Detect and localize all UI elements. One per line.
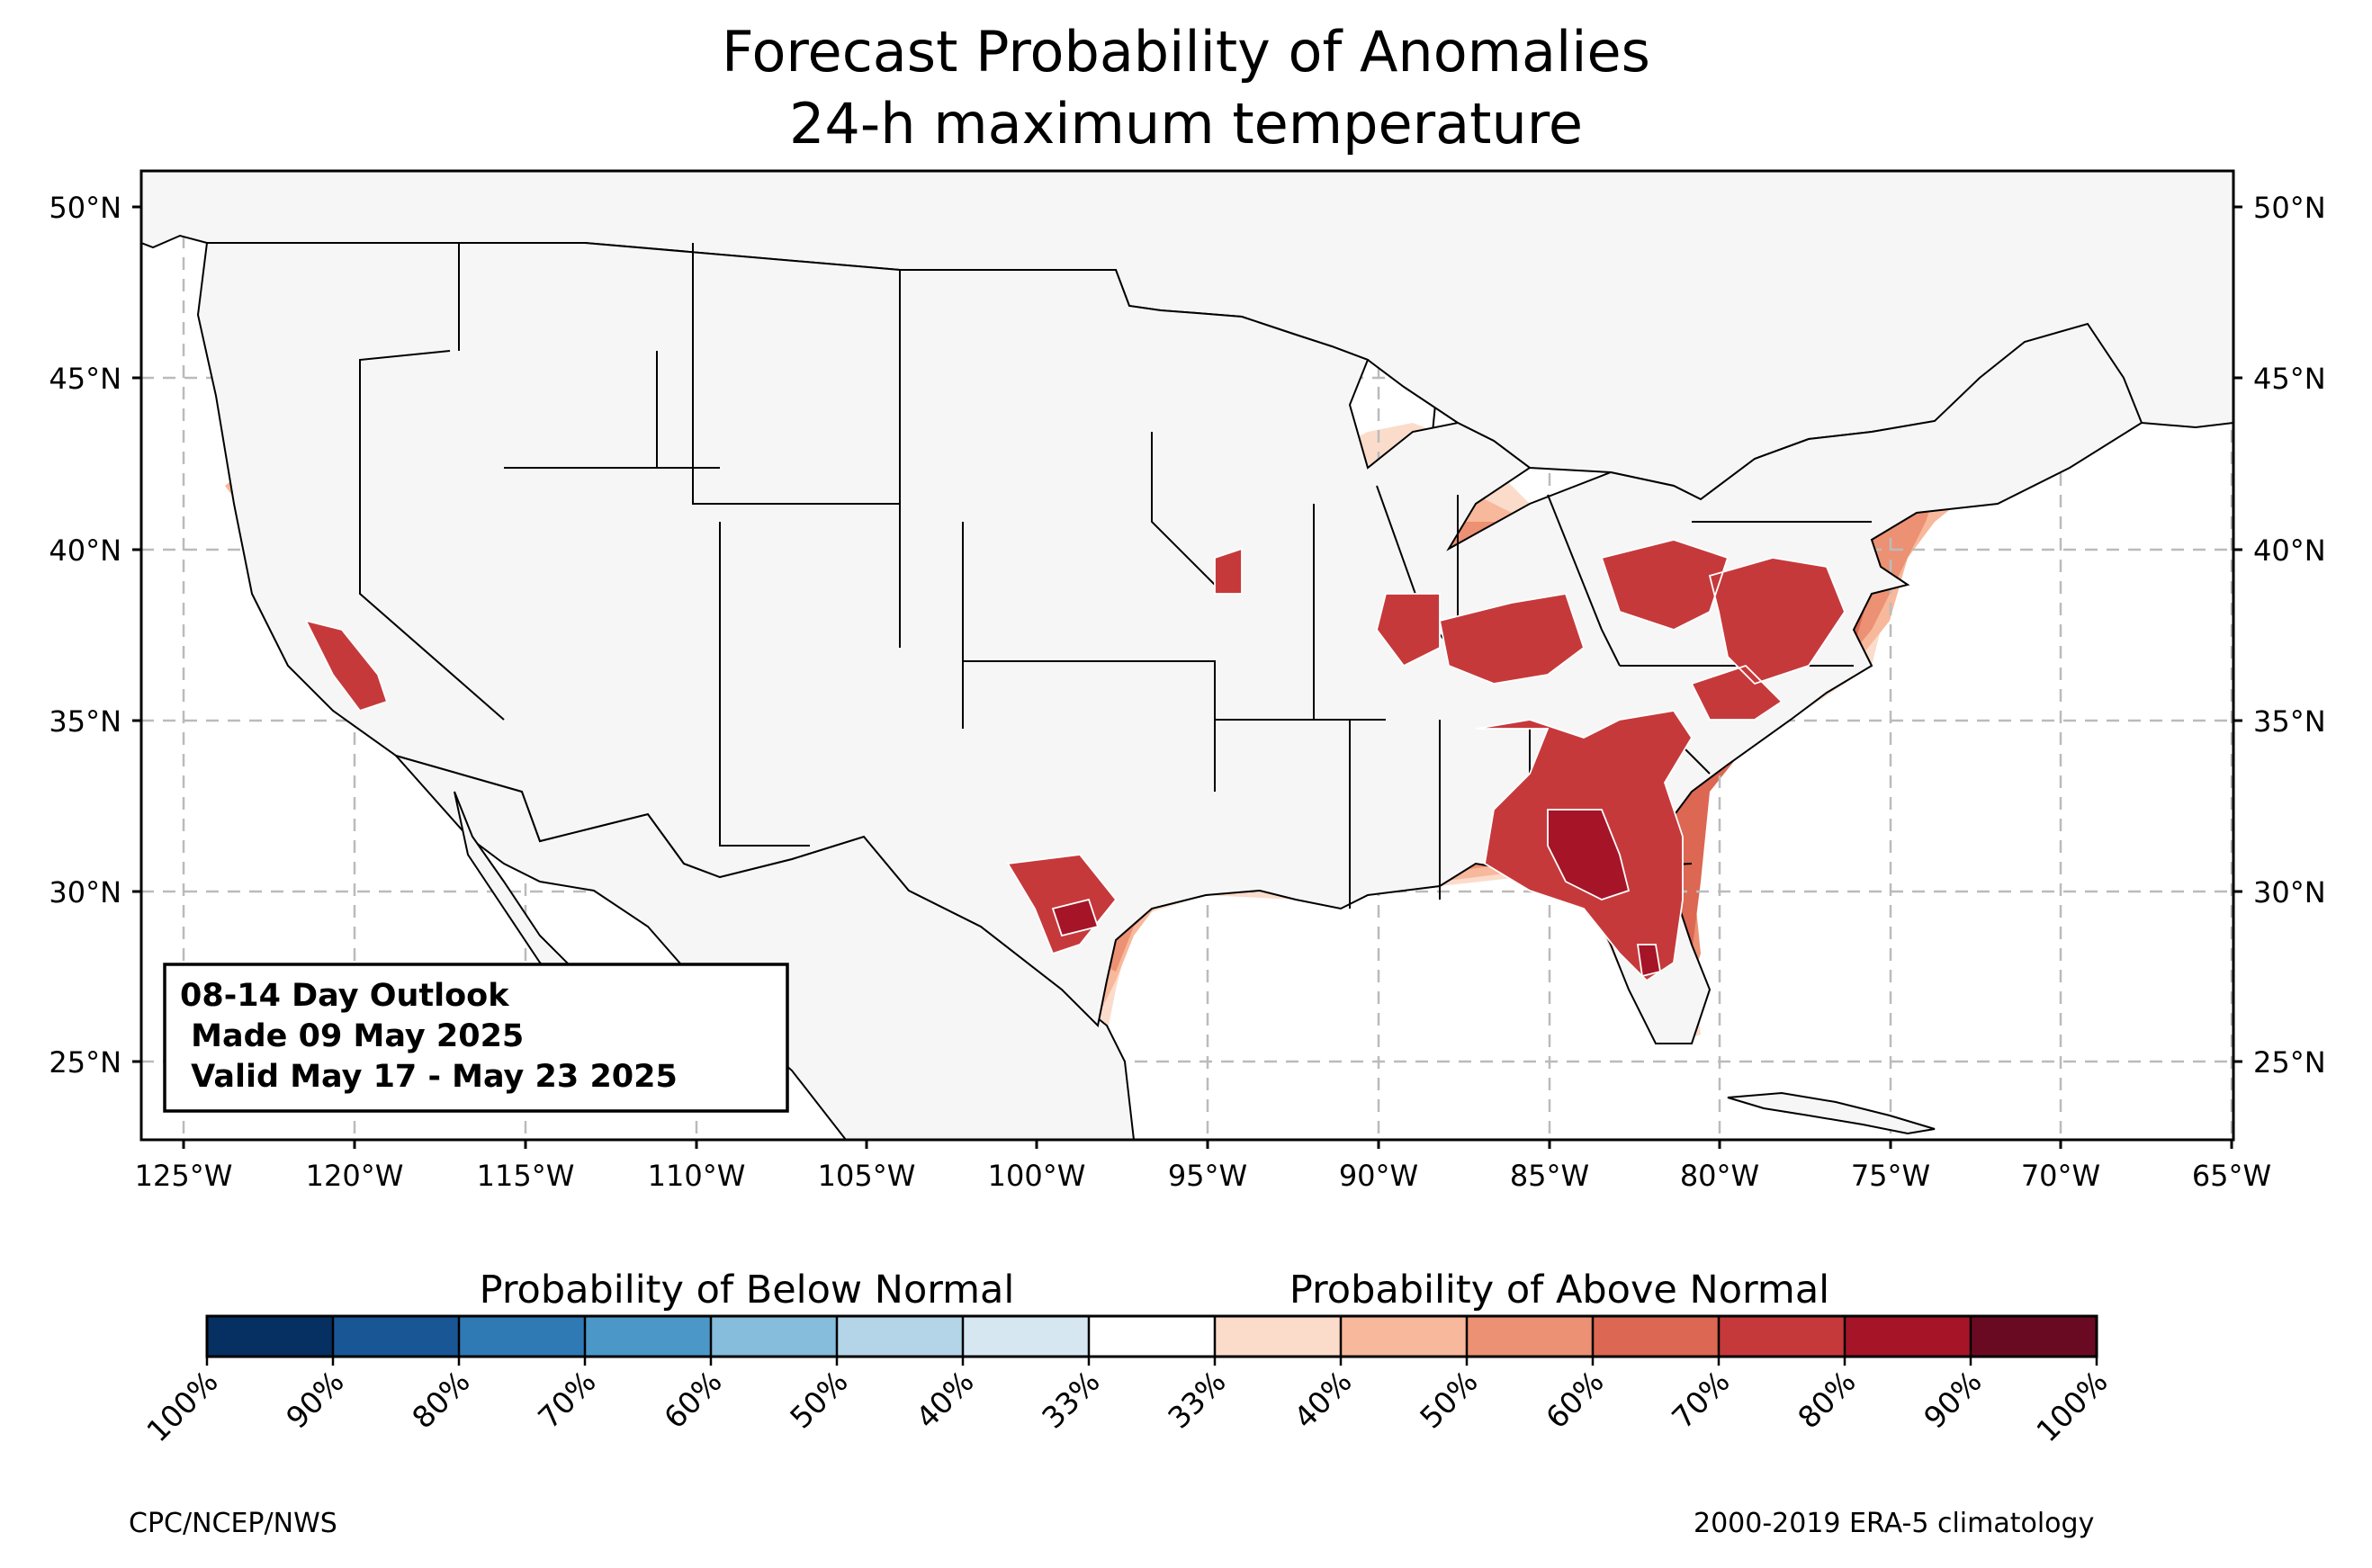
issue-date: Made 09 May 2025 xyxy=(180,1018,524,1054)
colorbar-cell xyxy=(1845,1316,1972,1357)
colorbar-tick-label: 50% xyxy=(1413,1364,1484,1435)
lon-label: 95°W xyxy=(1168,1159,1247,1193)
below-normal-label: Probability of Below Normal xyxy=(480,1268,1015,1313)
map-content xyxy=(141,171,2233,1140)
colorbar-cell xyxy=(1593,1316,1720,1357)
chart-subtitle: 24-h maximum temperature xyxy=(788,91,1584,157)
colorbar-tick-label: 70% xyxy=(1665,1364,1736,1435)
map-frame xyxy=(139,169,2235,1142)
lat-label-left: 40°N xyxy=(49,533,121,568)
colorbar-tick-label: 90% xyxy=(1917,1364,1988,1435)
lat-label-left: 25°N xyxy=(49,1045,121,1080)
colorbar-tick-label: 80% xyxy=(1791,1364,1862,1435)
lon-label: 75°W xyxy=(1851,1159,1930,1193)
colorbar-tick-label: 100% xyxy=(139,1364,224,1448)
colorbar-cell xyxy=(1971,1316,2098,1357)
colorbar-cell xyxy=(333,1316,460,1357)
outlook-period: 08-14 Day Outlook xyxy=(180,978,509,1014)
colorbar-tick-label: 50% xyxy=(783,1364,854,1435)
lon-labels: 125°W 120°W 115°W 110°W 105°W 100°W 95°W… xyxy=(135,1159,2272,1193)
lon-label: 85°W xyxy=(1510,1159,1589,1193)
lon-label: 100°W xyxy=(988,1159,1086,1193)
lon-label: 105°W xyxy=(818,1159,916,1193)
lat-label-left: 30°N xyxy=(49,875,121,909)
lon-label: 90°W xyxy=(1339,1159,1418,1193)
lat-label-left: 45°N xyxy=(49,362,121,396)
lat-label-right: 30°N xyxy=(2253,875,2326,909)
colorbar-tick-label: 100% xyxy=(2029,1364,2114,1448)
colorbar-cell xyxy=(207,1316,334,1357)
lon-label: 80°W xyxy=(1680,1159,1759,1193)
lat-label-left: 50°N xyxy=(49,191,121,225)
colorbar: Probability of Below Normal Probability … xyxy=(139,1268,2114,1448)
climatology-note: 2000-2019 ERA-5 climatology xyxy=(1694,1508,2095,1539)
axis-ticks xyxy=(132,205,2242,1149)
colorbar-cell xyxy=(459,1316,586,1357)
above-normal-label: Probability of Above Normal xyxy=(1289,1268,1829,1313)
lat-label-right: 40°N xyxy=(2253,533,2326,568)
lon-label: 115°W xyxy=(477,1159,575,1193)
lat-labels: 50°N 45°N 40°N 35°N 30°N 25°N 50°N 45°N … xyxy=(49,191,2325,1080)
colorbar-tick-label: 70% xyxy=(531,1364,602,1435)
colorbar-tick-label: 60% xyxy=(657,1364,728,1435)
lon-label: 65°W xyxy=(2192,1159,2271,1193)
lat-label-right: 50°N xyxy=(2253,191,2326,225)
colorbar-cell xyxy=(1719,1316,1846,1357)
colorbar-tick-label: 40% xyxy=(909,1364,980,1435)
lon-label: 120°W xyxy=(306,1159,404,1193)
colorbar-cell xyxy=(963,1316,1090,1357)
colorbar-cell xyxy=(1467,1316,1594,1357)
lat-label-left: 35°N xyxy=(49,704,121,739)
colorbar-cell xyxy=(1341,1316,1468,1357)
colorbar-tick-label: 60% xyxy=(1539,1364,1610,1435)
chart-title: Forecast Probability of Anomalies xyxy=(722,19,1650,85)
lat-label-right: 45°N xyxy=(2253,362,2326,396)
info-box: 08-14 Day Outlook Made 09 May 2025 Valid… xyxy=(163,963,789,1113)
colorbar-cells xyxy=(207,1316,2098,1357)
lon-label: 110°W xyxy=(648,1159,746,1193)
valid-dates: Valid May 17 - May 23 2025 xyxy=(180,1059,678,1095)
colorbar-tick-label: 80% xyxy=(405,1364,476,1435)
colorbar-cell xyxy=(1089,1316,1216,1357)
colorbar-tick-label: 33% xyxy=(1035,1364,1106,1435)
colorbar-tick-label: 40% xyxy=(1287,1364,1358,1435)
colorbar-cell xyxy=(1215,1316,1342,1357)
lat-label-right: 25°N xyxy=(2253,1045,2326,1080)
colorbar-tick-label: 90% xyxy=(279,1364,350,1435)
colorbar-tick-label: 33% xyxy=(1161,1364,1232,1435)
colorbar-cell xyxy=(837,1316,964,1357)
lon-label: 125°W xyxy=(135,1159,233,1193)
lat-label-right: 35°N xyxy=(2253,704,2326,739)
lon-label: 70°W xyxy=(2021,1159,2100,1193)
colorbar-cell xyxy=(711,1316,838,1357)
colorbar-cell xyxy=(585,1316,712,1357)
source-credit: CPC/NCEP/NWS xyxy=(129,1508,337,1539)
